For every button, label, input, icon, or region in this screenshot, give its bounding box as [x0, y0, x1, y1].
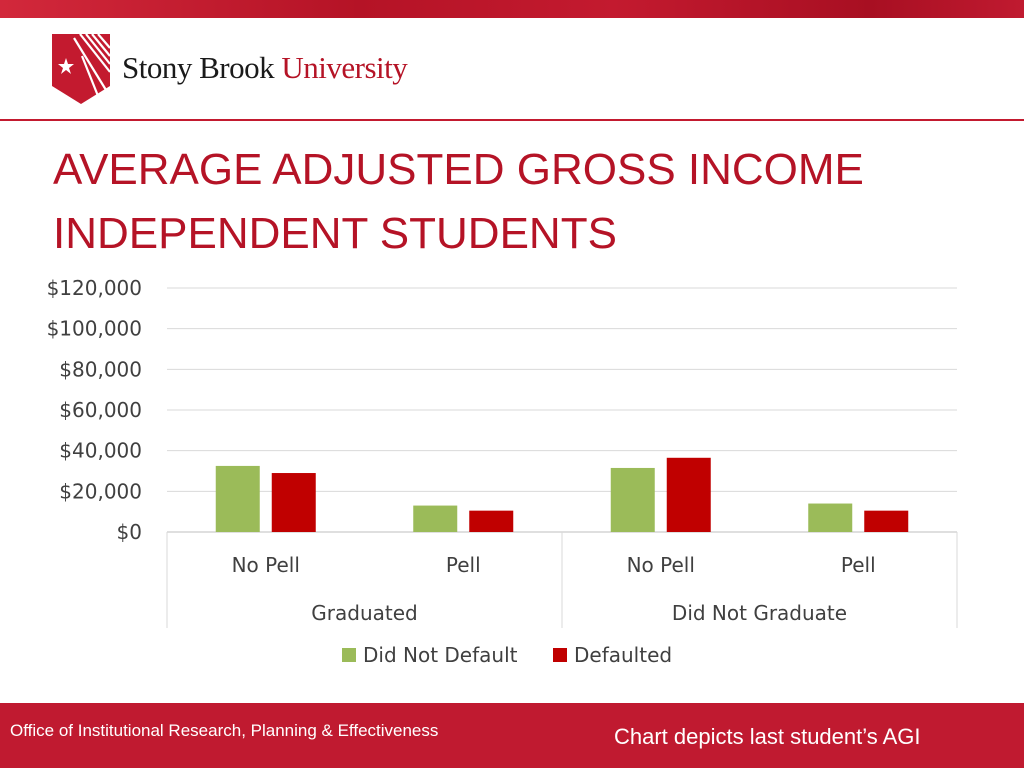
footer-office-text: Office of Institutional Research, Planni… — [10, 721, 439, 740]
legend-swatch — [553, 648, 567, 662]
wordmark-secondary: University — [281, 50, 408, 85]
wordmark-primary: Stony Brook — [122, 50, 275, 85]
bar-defaulted — [666, 457, 711, 532]
title-line-2: INDEPENDENT STUDENTS — [53, 209, 617, 258]
slide-footer: Office of Institutional Research, Planni… — [0, 703, 1024, 768]
bar-did-not-default — [413, 505, 458, 532]
y-tick-label: $60,000 — [59, 398, 142, 422]
slide-title: AVERAGE ADJUSTED GROSS INCOME INDEPENDEN… — [53, 138, 864, 266]
x-category-label: Pell — [841, 553, 876, 577]
legend-label: Did Not Default — [363, 643, 518, 667]
x-category-label: No Pell — [627, 553, 695, 577]
bar-defaulted — [864, 510, 909, 532]
y-tick-label: $20,000 — [59, 479, 142, 503]
y-tick-label: $100,000 — [47, 317, 142, 341]
header-divider — [0, 119, 1024, 121]
legend-label: Defaulted — [574, 643, 672, 667]
bar-did-not-default — [808, 503, 853, 532]
y-tick-label: $120,000 — [47, 276, 142, 300]
slide-header: Stony Brook University — [0, 18, 1024, 120]
university-wordmark: Stony Brook University — [122, 48, 408, 88]
x-category-label: No Pell — [232, 553, 300, 577]
y-tick-label: $40,000 — [59, 439, 142, 463]
x-group-label: Graduated — [311, 601, 417, 625]
bar-defaulted — [271, 473, 316, 532]
stony-brook-shield-logo — [52, 34, 110, 104]
footer-note: Chart depicts last student’s AGI — [614, 724, 921, 749]
x-category-label: Pell — [446, 553, 481, 577]
legend-swatch — [342, 648, 356, 662]
bar-did-not-default — [610, 467, 655, 532]
title-line-1: AVERAGE ADJUSTED GROSS INCOME — [53, 145, 864, 194]
top-color-band — [0, 0, 1024, 18]
bar-did-not-default — [215, 465, 260, 532]
bar-chart: $0 $20,000 $40,000 $60,000 $80,000 $100,000 $1… — [47, 276, 958, 667]
y-tick-label: $80,000 — [59, 357, 142, 381]
y-tick-label: $0 — [117, 520, 142, 544]
x-group-label: Did Not Graduate — [672, 601, 847, 625]
bar-defaulted — [469, 510, 514, 532]
